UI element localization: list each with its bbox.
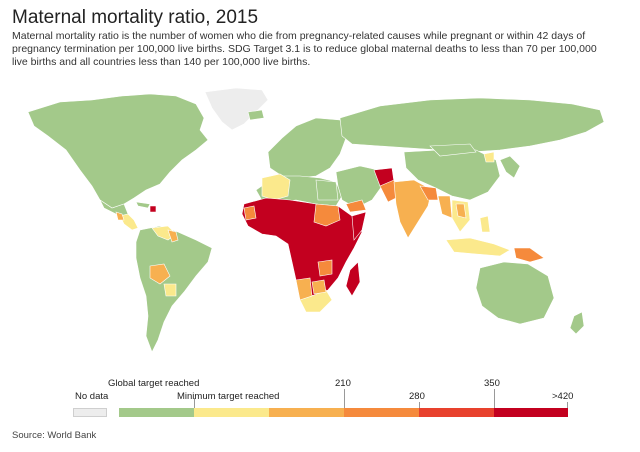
legend-tick-420-label: >420 [552, 391, 574, 402]
chart-title: Maternal mortality ratio, 2015 [12, 7, 259, 28]
guyana [167, 229, 179, 243]
yemen [345, 199, 367, 213]
chart-subtitle: Maternal mortality ratio is the number o… [12, 30, 597, 68]
egypt [315, 179, 339, 201]
legend-tick-mark [419, 402, 420, 408]
west-africa-orange [243, 205, 257, 221]
source-note: Source: World Bank [12, 430, 97, 441]
north-america [27, 93, 209, 209]
paraguay [163, 283, 177, 297]
europe [267, 117, 347, 179]
somalia [351, 211, 367, 241]
legend-swatch-to-280 [344, 408, 419, 417]
legend-swatch-to-210 [269, 408, 344, 417]
sudan [313, 203, 341, 227]
legend-tick-mark [344, 389, 345, 408]
legend-tick-mark [567, 402, 568, 408]
papua-new-guinea [513, 247, 545, 263]
central-america-yellow [119, 213, 139, 231]
algeria-mali-yellow [261, 173, 291, 201]
legend-tick-mark [494, 389, 495, 408]
mongolia [429, 143, 477, 157]
legend-no-data-swatch [73, 408, 107, 417]
botswana [311, 279, 327, 295]
world-map [27, 87, 605, 353]
greenland [204, 87, 269, 131]
laos-cambodia [455, 203, 467, 219]
guatemala [115, 211, 125, 221]
indonesia [445, 237, 511, 257]
haiti [149, 205, 157, 213]
legend-swatch-minimum-target [194, 408, 269, 417]
legend-swatch-to-350 [419, 408, 494, 417]
philippines [479, 215, 491, 233]
korea-japan [499, 155, 521, 179]
australia [475, 261, 555, 325]
russia [339, 97, 605, 153]
legend-swatch-over-420 [494, 408, 568, 417]
zambia [317, 259, 333, 277]
middle-east [335, 165, 383, 209]
legend-tick-210-label: 210 [335, 378, 351, 389]
legend-tick-mark [194, 398, 195, 408]
india [393, 179, 433, 239]
legend-tick-350-label: 350 [484, 378, 500, 389]
north-korea [483, 151, 495, 163]
legend-tick-280-label: 280 [409, 391, 425, 402]
new-zealand [569, 311, 585, 335]
legend-global-target-label: Global target reached [108, 378, 200, 389]
iceland [247, 109, 265, 121]
legend-minimum-target-label: Minimum target reached [177, 391, 280, 402]
myanmar [437, 195, 453, 219]
caribbean [135, 201, 151, 209]
nepal-bangladesh [419, 185, 439, 201]
madagascar [345, 261, 361, 297]
south-africa [299, 289, 333, 313]
legend-swatch-global-target [119, 408, 194, 417]
legend-no-data-label: No data [75, 391, 109, 402]
bolivia [149, 263, 171, 285]
